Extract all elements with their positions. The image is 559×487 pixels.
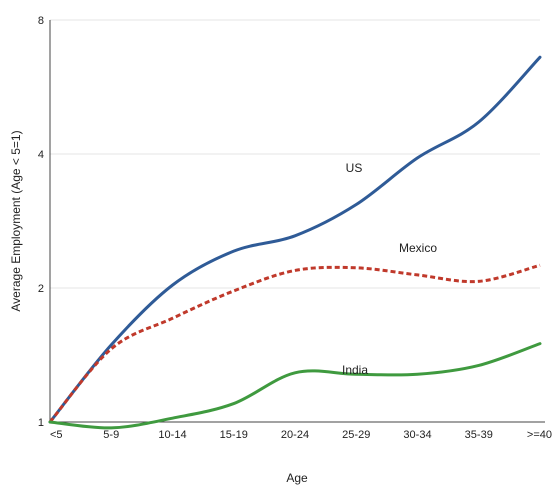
- y-axis-title: Average Employment (Age < 5=1): [9, 130, 23, 311]
- x-tick-labels: <5 5-9 10-14 15-19 20-24 25-29 30-34 35-39 >=40: [50, 429, 552, 441]
- y-tick-label: 4: [38, 149, 44, 161]
- series-label-india: India: [342, 363, 368, 377]
- series-line-us: [48, 55, 542, 424]
- x-axis-title: Age: [286, 471, 308, 485]
- series-label-mexico: Mexico: [399, 241, 437, 255]
- x-tick-label: 35-39: [465, 429, 493, 441]
- x-tick-label: 20-24: [281, 429, 309, 441]
- gridlines: [50, 19, 540, 423]
- series-labels: US Mexico India: [342, 161, 437, 377]
- x-tick-label: 10-14: [158, 429, 186, 441]
- x-tick-label: 15-19: [220, 429, 248, 441]
- series-lines: [48, 55, 542, 430]
- y-tick-labels: 1 2 4 8: [38, 15, 44, 429]
- x-tick-label: 25-29: [342, 429, 370, 441]
- x-tick-label: <5: [50, 429, 63, 441]
- series-line-mexico: [48, 263, 541, 423]
- series-label-us: US: [346, 161, 363, 175]
- x-tick-label: 30-34: [403, 429, 431, 441]
- y-tick-label: 1: [38, 417, 44, 429]
- x-tick-label: 5-9: [103, 429, 119, 441]
- y-tick-label: 2: [38, 283, 44, 295]
- series-line-india: [48, 342, 542, 430]
- y-tick-label: 8: [38, 15, 44, 27]
- x-tick-label: >=40: [527, 429, 552, 441]
- axes: [49, 20, 545, 423]
